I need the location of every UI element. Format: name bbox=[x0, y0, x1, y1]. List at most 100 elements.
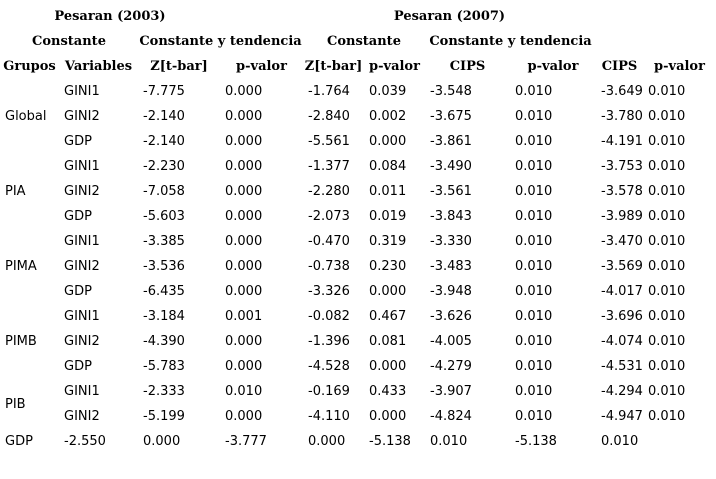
column-header-cips-2: CIPS bbox=[601, 59, 638, 74]
value-cell: -3.561 bbox=[430, 184, 472, 199]
value-cell: 0.000 bbox=[225, 109, 263, 124]
table-row: PIB GINI1 -2.333 0.010 -0.169 0.433 -3.907 0.01… bbox=[0, 379, 716, 412]
value-cell: -3.569 bbox=[601, 259, 643, 274]
value-cell: 0.010 bbox=[515, 109, 553, 124]
value-cell: 0.010 bbox=[648, 384, 686, 399]
value-cell: -2.333 bbox=[143, 384, 185, 399]
value-cell: -2.230 bbox=[143, 159, 185, 174]
table-row: GDP -5.603 0.000 -2.073 0.019 -3.843 0.010 -3.9… bbox=[0, 204, 716, 229]
value-cell: -2.073 bbox=[308, 209, 350, 224]
variable-label: GINI2 bbox=[64, 109, 100, 124]
column-header-pvalor-4: p-valor bbox=[654, 59, 705, 74]
value-cell: -4.531 bbox=[601, 359, 643, 374]
group-label: GDP bbox=[5, 434, 33, 449]
value-cell: 0.010 bbox=[648, 84, 686, 99]
value-cell: -5.783 bbox=[143, 359, 185, 374]
variable-label: GINI1 bbox=[64, 84, 100, 99]
group-label: PIMB bbox=[5, 334, 37, 349]
table-row: GDP -5.783 0.000 -4.528 0.000 -4.279 0.010 -4.5… bbox=[0, 354, 716, 379]
value-cell: -3.753 bbox=[601, 159, 643, 174]
value-cell: 0.010 bbox=[648, 109, 686, 124]
model-header-row: Constante Constante y tendencia Constant… bbox=[0, 29, 716, 54]
value-cell: -4.017 bbox=[601, 284, 643, 299]
group-label: PIMA bbox=[5, 259, 37, 274]
value-cell: 0.010 bbox=[225, 384, 263, 399]
value-cell: 0.010 bbox=[515, 209, 553, 224]
value-cell: 0.467 bbox=[369, 309, 407, 324]
table-row: PIA GINI1 -2.230 0.000 -1.377 0.084 -3.490 0.01… bbox=[0, 154, 716, 199]
variable-label: GDP bbox=[64, 359, 92, 374]
value-cell: -3.649 bbox=[601, 84, 643, 99]
value-cell: 0.000 bbox=[225, 234, 263, 249]
value-cell: -3.548 bbox=[430, 84, 472, 99]
value-cell: 0.081 bbox=[369, 334, 407, 349]
value-cell: 0.010 bbox=[601, 434, 639, 449]
variable-label: GDP bbox=[64, 134, 92, 149]
value-cell: -4.947 bbox=[601, 409, 643, 424]
value-cell: 0.010 bbox=[515, 409, 553, 424]
variable-label: GDP bbox=[64, 209, 92, 224]
column-header-cips-1: CIPS bbox=[449, 59, 486, 74]
value-cell: -3.536 bbox=[143, 259, 185, 274]
value-cell: 0.010 bbox=[515, 359, 553, 374]
value-cell: -5.603 bbox=[143, 209, 185, 224]
value-cell: -5.138 bbox=[369, 434, 411, 449]
value-cell: -4.110 bbox=[308, 409, 350, 424]
value-cell: 0.010 bbox=[515, 334, 553, 349]
value-cell: 0.010 bbox=[648, 309, 686, 324]
value-cell: 0.230 bbox=[369, 259, 407, 274]
value-cell: -5.561 bbox=[308, 134, 350, 149]
column-header-pvalor-3: p-valor bbox=[527, 59, 579, 74]
value-cell: 0.010 bbox=[648, 409, 686, 424]
value-cell: 0.010 bbox=[515, 384, 553, 399]
value-cell: -4.191 bbox=[601, 134, 643, 149]
value-cell: 0.000 bbox=[225, 334, 263, 349]
value-cell: 0.010 bbox=[648, 334, 686, 349]
value-cell: -4.390 bbox=[143, 334, 185, 349]
value-cell: -3.483 bbox=[430, 259, 472, 274]
spacer-cell bbox=[596, 4, 716, 29]
value-cell: 0.010 bbox=[515, 184, 553, 199]
value-cell: 0.000 bbox=[143, 434, 181, 449]
column-header-ztbar-1: Z[t-bar] bbox=[150, 59, 208, 74]
value-cell: -5.138 bbox=[515, 434, 557, 449]
value-cell: -7.058 bbox=[143, 184, 185, 199]
value-cell: -1.396 bbox=[308, 334, 350, 349]
value-cell: -3.861 bbox=[430, 134, 472, 149]
variable-label: GINI2 bbox=[64, 334, 100, 349]
value-cell: 0.010 bbox=[648, 209, 686, 224]
value-cell: -3.470 bbox=[601, 234, 643, 249]
value-cell: 0.010 bbox=[648, 234, 686, 249]
column-header-pvalor-1: p-valor bbox=[236, 59, 287, 74]
value-cell: 0.000 bbox=[225, 209, 263, 224]
value-cell: 0.000 bbox=[225, 184, 263, 199]
table-row: GDP -2.140 0.000 -5.561 0.000 -3.861 0.010 -4.1… bbox=[0, 129, 716, 154]
variable-label: GINI1 bbox=[64, 384, 100, 399]
value-cell: 0.000 bbox=[225, 84, 263, 99]
group-label: Global bbox=[5, 109, 47, 124]
pesaran-2003-header: Pesaran (2003) bbox=[54, 9, 166, 24]
value-cell: 0.000 bbox=[225, 134, 263, 149]
constante-tendencia-2003-header: Constante y tendencia bbox=[139, 34, 302, 49]
variable-label: GINI2 bbox=[64, 184, 100, 199]
value-cell: -1.377 bbox=[308, 159, 350, 174]
test-header-row: Pesaran (2003) Pesaran (2007) bbox=[0, 4, 716, 29]
table-body: Global GINI1 -7.775 0.000 -1.764 0.039 -3.548 0… bbox=[0, 79, 716, 454]
value-cell: -3.578 bbox=[601, 184, 643, 199]
value-cell: 0.010 bbox=[648, 284, 686, 299]
spacer-cell bbox=[220, 4, 303, 29]
value-cell: -3.948 bbox=[430, 284, 472, 299]
value-cell: -0.082 bbox=[308, 309, 350, 324]
value-cell: -3.326 bbox=[308, 284, 350, 299]
value-cell: 0.000 bbox=[369, 409, 407, 424]
value-cell: -4.074 bbox=[601, 334, 643, 349]
constante-2003-header: Constante bbox=[32, 34, 106, 49]
value-cell: -4.279 bbox=[430, 359, 472, 374]
value-cell: -0.169 bbox=[308, 384, 350, 399]
value-cell: -0.738 bbox=[308, 259, 350, 274]
value-cell: -4.824 bbox=[430, 409, 472, 424]
table-header: Pesaran (2003) Pesaran (2007) Constante … bbox=[0, 4, 716, 79]
value-cell: 0.010 bbox=[515, 134, 553, 149]
table-row: GINI2 -3.536 0.000 -0.738 0.230 -3.483 0.010 -3… bbox=[0, 254, 716, 279]
value-cell: 0.000 bbox=[369, 359, 407, 374]
